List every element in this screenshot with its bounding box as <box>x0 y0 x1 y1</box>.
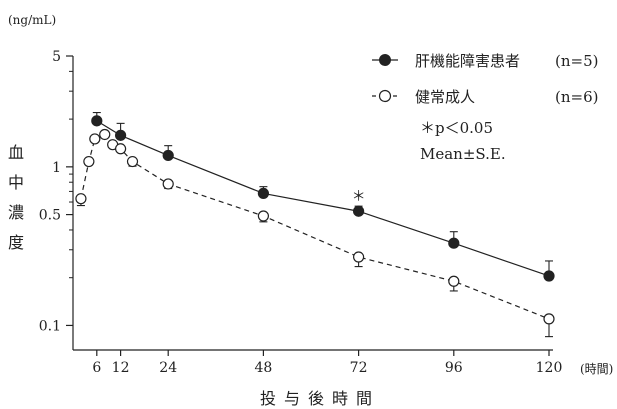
data-point <box>83 155 95 168</box>
legend: 肝機能障害患者 (n=5) 健常成人 (n=6) ＊p＜0.05 Mean±S.… <box>372 52 598 163</box>
data-point <box>75 193 87 205</box>
significance-star: ＊ <box>352 189 366 205</box>
x-axis-title: 投与後時間 <box>260 389 380 408</box>
legend-label-healthy: 健常成人 <box>415 88 475 106</box>
data-point <box>89 133 101 145</box>
data-point <box>126 155 139 168</box>
y-axis-title-char: 濃 <box>8 203 24 222</box>
y-tick-label: 1 <box>52 160 61 176</box>
series-healthy <box>75 128 555 338</box>
data-point <box>353 251 365 263</box>
legend-n-impaired: (n=5) <box>555 52 598 70</box>
x-unit-label: (時間) <box>580 362 613 376</box>
y-tick-label: 5 <box>52 49 61 65</box>
y-tick-group: 5 1 0.5 0.1 <box>39 49 73 334</box>
data-point <box>114 129 127 141</box>
y-tick-label: 0.5 <box>39 208 61 224</box>
legend-label-impaired: 肝機能障害患者 <box>415 52 520 70</box>
data-point <box>257 210 269 222</box>
data-point <box>543 313 555 325</box>
series-layer <box>75 111 555 338</box>
x-tick-label: 120 <box>536 360 563 376</box>
data-point <box>257 187 269 200</box>
chart-axes <box>72 56 553 351</box>
data-point <box>353 205 365 217</box>
data-point <box>448 275 460 287</box>
y-axis-title-char: 血 <box>8 143 24 162</box>
data-point <box>448 237 460 249</box>
x-tick-label: 12 <box>112 360 130 376</box>
legend-marker-impaired <box>379 54 391 66</box>
significance-note: ＊p＜0.05 <box>420 119 493 137</box>
annotation-layer: ＊ <box>352 189 366 205</box>
data-point <box>91 115 103 127</box>
mean-se-note: Mean±S.E. <box>420 145 506 163</box>
data-point <box>114 143 127 155</box>
x-tick-label: 24 <box>159 360 177 376</box>
y-tick-label: 0.1 <box>39 318 61 334</box>
x-tick-label: 72 <box>350 360 368 376</box>
data-point <box>162 149 174 162</box>
x-tick-group: 6 12 24 48 72 96 120 <box>92 350 562 376</box>
data-point <box>99 128 111 141</box>
legend-marker-healthy <box>378 89 392 103</box>
x-tick-label: 6 <box>92 360 101 376</box>
data-point <box>162 178 174 190</box>
y-axis-title-char: 度 <box>8 233 24 252</box>
data-point <box>543 270 555 282</box>
legend-n-healthy: (n=6) <box>555 88 598 106</box>
y-unit-label: (ng/mL) <box>8 13 56 27</box>
series-impaired <box>91 111 555 282</box>
x-tick-label: 96 <box>445 360 463 376</box>
x-tick-label: 48 <box>254 360 272 376</box>
y-axis-title-char: 中 <box>8 173 24 192</box>
